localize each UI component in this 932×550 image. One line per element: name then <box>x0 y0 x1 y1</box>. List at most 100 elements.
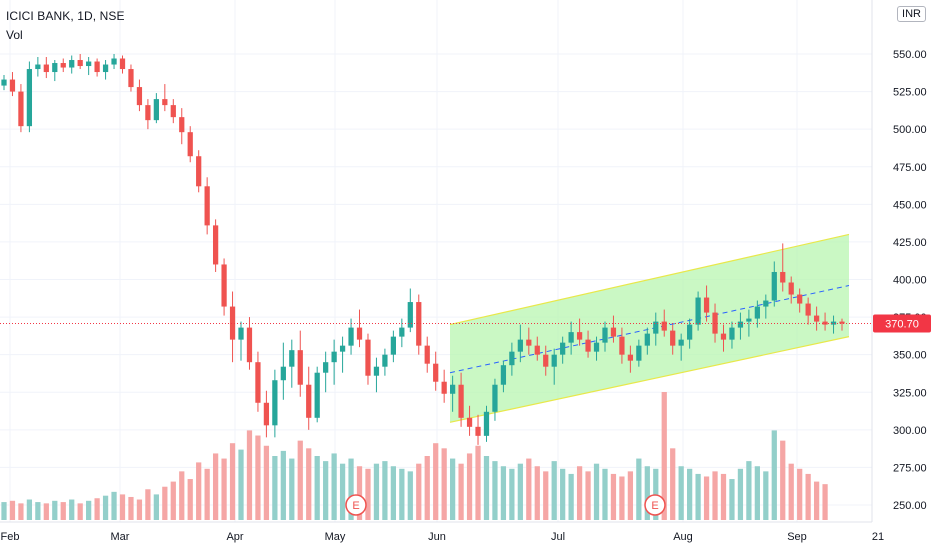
candle-body <box>306 384 312 418</box>
price-tick-label: 450.00 <box>893 199 927 211</box>
candle-body <box>26 69 33 127</box>
candle <box>407 288 413 333</box>
volume-legend-label[interactable]: Vol <box>6 28 23 42</box>
candle-body <box>746 318 752 322</box>
volume-bar <box>517 463 523 520</box>
volume-bar <box>670 448 676 520</box>
candle-body <box>543 354 549 367</box>
volume-bar <box>153 494 159 520</box>
volume-bar <box>661 392 667 520</box>
currency-label[interactable]: INR <box>897 6 926 22</box>
candle <box>60 58 66 73</box>
volume-bar <box>111 491 117 520</box>
candle <box>593 336 600 361</box>
candle <box>627 345 634 373</box>
price-tick-label: 300.00 <box>893 425 927 437</box>
volume-bar <box>746 461 752 520</box>
volume-bar <box>136 499 143 520</box>
volume-bar <box>280 450 286 520</box>
candle <box>373 357 380 393</box>
candle <box>365 333 371 385</box>
earnings-marker[interactable]: E <box>644 494 666 516</box>
candle <box>69 55 75 74</box>
candle <box>26 61 33 133</box>
candle <box>280 342 286 400</box>
candle <box>543 345 549 376</box>
candle-body <box>466 417 473 427</box>
candle <box>314 366 320 423</box>
volume-bar <box>255 435 261 520</box>
candle-body <box>356 327 363 340</box>
candle <box>153 93 159 124</box>
candle-body <box>35 64 41 70</box>
candle-body <box>196 156 202 187</box>
volume-bar <box>246 430 253 520</box>
volume-bar <box>1 502 7 520</box>
candle <box>119 55 126 74</box>
volume-bar <box>416 463 422 520</box>
volume-bar <box>754 466 760 520</box>
candle-body <box>526 339 532 346</box>
candle <box>289 339 295 388</box>
candle <box>196 150 202 193</box>
candle <box>94 58 100 77</box>
volume-bar <box>35 502 41 520</box>
candle-body <box>720 333 727 340</box>
volume-bar <box>9 500 16 520</box>
earnings-marker-label: E <box>352 500 359 512</box>
candle-body <box>593 342 600 352</box>
candle-body <box>18 91 24 127</box>
price-axis[interactable]: 250.00275.00300.00325.00350.00375.00400.… <box>871 0 927 522</box>
volume-bar <box>407 471 413 520</box>
candle <box>238 321 244 361</box>
candle <box>670 324 676 355</box>
volume-bar <box>543 471 549 520</box>
candle-body <box>475 426 481 436</box>
candle <box>661 309 667 337</box>
volume-bar <box>94 498 100 520</box>
candle-body <box>238 327 244 340</box>
candle-body <box>382 354 388 367</box>
candle-body <box>450 384 456 394</box>
candle <box>450 375 456 412</box>
candle-body <box>348 327 354 346</box>
candle <box>830 315 837 334</box>
volume-bar <box>720 473 727 520</box>
volume-bar <box>263 445 270 520</box>
candle <box>441 369 447 403</box>
channel-fill <box>450 234 849 423</box>
candle <box>229 291 236 363</box>
candle <box>813 306 820 331</box>
candle <box>102 60 109 80</box>
price-tick-label: 500.00 <box>893 124 927 136</box>
price-tick-label: 475.00 <box>893 162 927 174</box>
time-tick-label: Mar <box>111 531 130 543</box>
candle <box>424 336 430 373</box>
volume-bar <box>128 496 134 520</box>
symbol-title[interactable]: ICICI BANK, 1D, NSE <box>6 9 125 23</box>
candle <box>839 318 845 331</box>
time-axis[interactable]: Feb Mar Apr May Jun Jul Aug Sep 21 <box>0 521 884 543</box>
candle-body <box>9 79 16 92</box>
volume-bar <box>365 468 371 520</box>
candle-body <box>407 302 413 328</box>
earnings-marker-label: E <box>651 500 658 512</box>
volume-bar <box>289 458 295 520</box>
candle <box>187 126 193 163</box>
candle-body <box>653 321 659 334</box>
candle <box>111 54 117 70</box>
candle <box>356 309 363 348</box>
volume-bar <box>229 443 236 520</box>
candle-body <box>695 297 701 325</box>
candle <box>390 330 396 363</box>
candle <box>695 291 701 331</box>
earnings-marker[interactable]: E <box>345 494 367 516</box>
candle <box>263 390 270 438</box>
candle-body <box>627 354 634 361</box>
volume-bar <box>119 494 126 520</box>
volume-bar <box>610 473 617 520</box>
candle <box>382 348 388 376</box>
candle-body <box>280 366 286 381</box>
candle-body <box>729 327 735 340</box>
